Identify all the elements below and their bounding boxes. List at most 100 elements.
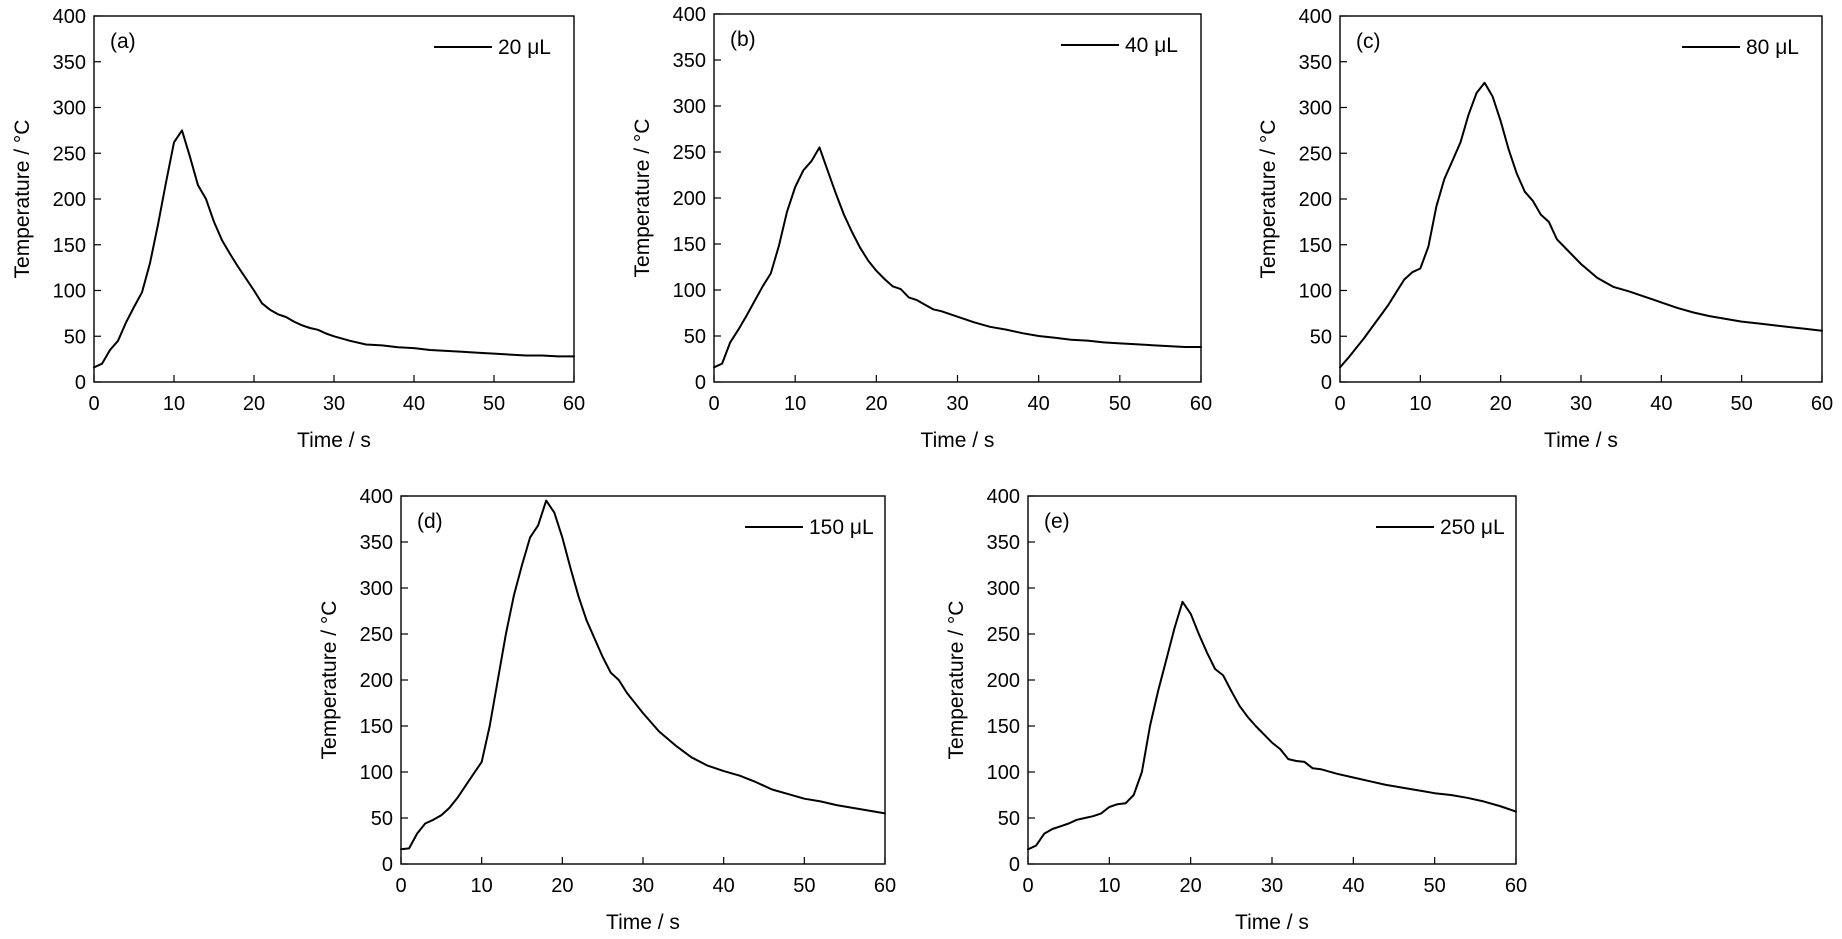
y-tick-label: 350 [1299,52,1332,74]
y-tick-label: 100 [987,762,1020,784]
y-tick-label: 250 [1299,143,1332,165]
y-tick-label: 100 [360,762,393,784]
y-tick-label: 300 [53,98,86,120]
y-tick-label: 100 [673,280,706,302]
legend-label: 20 μL [498,36,551,59]
x-tick-label: 20 [551,875,573,897]
y-tick-label: 250 [53,143,86,165]
y-tick-label: 100 [53,281,86,303]
y-tick-label: 0 [1321,372,1332,394]
y-tick-label: 400 [987,486,1020,508]
plot-frame [1027,495,1517,865]
chart-panel-a: 0 10 20 30 40 50 60 0 50 100 150 200 250 300 350 400 Tim… [11,6,585,452]
y-axis-title: Temperature / °C [318,601,341,760]
x-tick-label: 30 [1261,875,1283,897]
x-tick-label: 40 [403,393,425,415]
y-tick-label: 200 [360,670,393,692]
y-tick-label: 250 [360,624,393,646]
legend-label: 80 μL [1746,36,1799,59]
x-tick-label: 30 [632,875,654,897]
x-axis-title: Time / s [1544,429,1618,452]
y-tick-label: 400 [53,6,86,28]
y-tick-label: 200 [1299,189,1332,211]
chart-panel-c: 0 10 20 30 40 50 60 0 50 100 150 200 250 300 350 400 Tim… [1257,6,1833,452]
y-axis-title: Temperature / °C [11,120,34,279]
panel-label-d: (d) [417,510,443,533]
x-tick-label: 0 [395,875,406,897]
plot-frame [1339,15,1823,383]
y-tick-label: 300 [1299,98,1332,120]
x-tick-label: 0 [708,393,719,415]
x-tick-label: 10 [1098,875,1120,897]
legend-label: 40 μL [1125,34,1178,57]
legend-label: 150 μL [809,516,874,539]
x-tick-label: 50 [483,393,505,415]
x-tick-label: 30 [323,393,345,415]
y-tick-label: 0 [695,372,706,394]
x-tick-label: 10 [784,393,806,415]
x-tick-label: 40 [1650,393,1672,415]
x-tick-label: 30 [1570,393,1592,415]
y-tick-label: 300 [987,578,1020,600]
x-axis-title: Time / s [1235,911,1309,934]
chart-panel-e: 0 10 20 30 40 50 60 0 50 100 150 200 250 300 350 400 Tim… [945,486,1527,934]
panel-label-e: (e) [1044,510,1070,533]
x-tick-label: 50 [793,875,815,897]
panel-label-c: (c) [1356,30,1381,53]
series-line-c [1339,81,1823,369]
series-line-d [400,499,886,851]
x-tick-label: 40 [1028,393,1050,415]
x-tick-label: 40 [713,875,735,897]
x-tick-label: 20 [865,393,887,415]
y-tick-label: 400 [1299,6,1332,28]
x-tick-label: 20 [1180,875,1202,897]
x-axis-title: Time / s [606,911,680,934]
y-tick-label: 100 [1299,281,1332,303]
y-tick-label: 350 [360,532,393,554]
x-tick-label: 0 [88,393,99,415]
x-tick-label: 50 [1109,393,1131,415]
y-tick-label: 200 [673,188,706,210]
x-tick-label: 0 [1022,875,1033,897]
y-tick-label: 0 [75,372,86,394]
x-tick-label: 20 [1490,393,1512,415]
y-axis-title: Temperature / °C [1257,120,1280,279]
plot-frame [93,15,575,383]
series-line-b [713,146,1202,369]
y-tick-label: 150 [987,716,1020,738]
y-tick-label: 300 [673,96,706,118]
x-tick-label: 60 [1505,875,1527,897]
y-tick-label: 200 [987,670,1020,692]
x-tick-label: 40 [1342,875,1364,897]
x-tick-label: 60 [1190,393,1212,415]
x-tick-label: 0 [1334,393,1345,415]
chart-panel-d: 0 10 20 30 40 50 60 0 50 100 150 200 250 300 350 400 Tim… [318,486,896,934]
x-tick-label: 60 [874,875,896,897]
y-tick-label: 50 [998,808,1020,830]
y-tick-label: 300 [360,578,393,600]
x-axis-title: Time / s [921,429,995,452]
y-tick-label: 400 [673,4,706,26]
series-line-a [93,129,575,369]
y-tick-label: 350 [673,50,706,72]
y-tick-label: 0 [1009,854,1020,876]
y-tick-label: 50 [64,326,86,348]
y-tick-label: 150 [53,235,86,257]
x-tick-label: 10 [1409,393,1431,415]
y-tick-label: 50 [371,808,393,830]
y-axis-title: Temperature / °C [631,119,654,278]
y-tick-label: 200 [53,189,86,211]
x-tick-label: 50 [1731,393,1753,415]
y-axis-title: Temperature / °C [945,601,968,760]
y-tick-label: 350 [987,532,1020,554]
y-tick-label: 50 [1310,326,1332,348]
x-tick-label: 30 [946,393,968,415]
x-tick-label: 10 [163,393,185,415]
x-tick-label: 60 [1811,393,1833,415]
chart-panel-b: 0 10 20 30 40 50 60 0 50 100 150 200 250 300 350 400 Tim… [631,4,1212,452]
y-tick-label: 250 [673,142,706,164]
x-tick-label: 20 [243,393,265,415]
panel-label-a: (a) [110,30,136,53]
y-tick-label: 150 [1299,235,1332,257]
